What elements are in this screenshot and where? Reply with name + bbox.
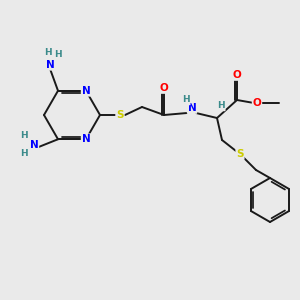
Text: N: N	[82, 86, 90, 96]
Text: O: O	[253, 98, 261, 108]
Text: N: N	[82, 134, 90, 144]
Text: O: O	[160, 83, 168, 93]
Text: H: H	[20, 149, 28, 158]
Text: H: H	[54, 50, 62, 59]
Text: H: H	[217, 101, 225, 110]
Text: N: N	[30, 140, 38, 150]
Text: H: H	[20, 131, 28, 140]
Text: O: O	[232, 70, 242, 80]
Text: N: N	[46, 60, 54, 70]
Text: H: H	[182, 95, 190, 104]
Text: H: H	[44, 48, 52, 57]
Text: N: N	[188, 103, 196, 113]
Text: S: S	[236, 149, 244, 159]
Text: S: S	[116, 110, 124, 120]
